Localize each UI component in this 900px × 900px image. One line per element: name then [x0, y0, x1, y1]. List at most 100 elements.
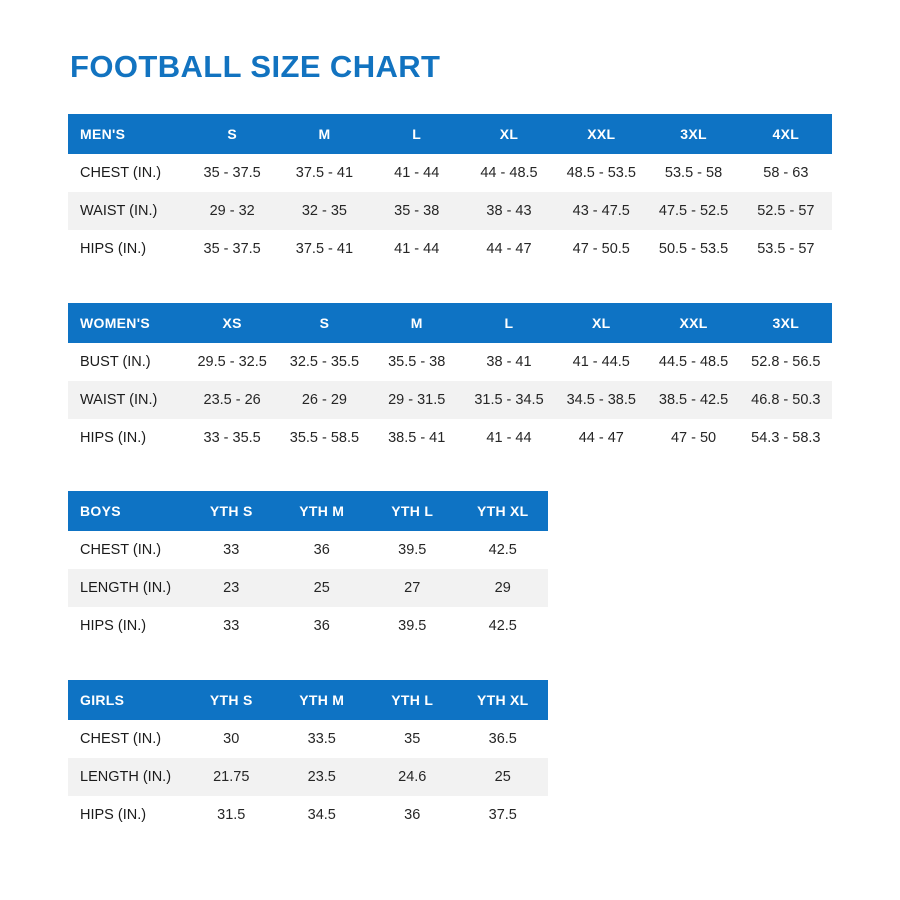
women-size-header-s: S	[319, 315, 330, 331]
women-measurement-value: 31.5 - 34.5	[474, 392, 544, 408]
mens-size-table: MEN'S S M L XL XXL 3XL 4XL CHEST (IN.) 35 - 37.5 3…	[68, 114, 832, 268]
girls-size-header-yth-l: YTH L	[391, 692, 434, 708]
women-size-header-xl: XL	[592, 315, 611, 331]
men-measurement-value: 38 - 43	[486, 203, 532, 219]
men-size-header-4xl: 4XL	[772, 126, 800, 142]
men-measurement-value: 41 - 44	[394, 165, 440, 181]
boys-measurement-value: 29	[494, 580, 511, 596]
men-measurement-value: 37.5 - 41	[295, 241, 354, 257]
boys-measurement-value: 33	[223, 618, 240, 634]
table-row: HIPS (IN.) 33 - 35.5 35.5 - 58.5 38.5 - 41 4…	[68, 419, 832, 457]
men-measurement-value: 50.5 - 53.5	[658, 241, 729, 257]
men-measurement-value: 32 - 35	[301, 203, 347, 219]
boys-size-header-yth-xl: YTH XL	[476, 503, 529, 519]
men-measurement-label: HIPS (IN.)	[80, 241, 147, 257]
girls-measurement-value: 37.5	[488, 807, 517, 823]
men-measurement-value: 29 - 32	[209, 203, 255, 219]
men-measurement-value: 37.5 - 41	[295, 165, 354, 181]
men-size-header-xxl: XXL	[587, 126, 616, 142]
table-row: WAIST (IN.) 23.5 - 26 26 - 29 29 - 31.5 31.5…	[68, 381, 832, 419]
men-measurement-value: 47.5 - 52.5	[658, 203, 729, 219]
boys-measurement-value: 42.5	[488, 618, 517, 634]
girls-measurement-value: 23.5	[307, 769, 336, 785]
men-size-header-l: L	[412, 126, 422, 142]
girls-header-row: GIRLS YTH S YTH M YTH L YTH XL	[68, 680, 548, 720]
boys-measurement-value: 42.5	[488, 542, 517, 558]
girls-category-label: GIRLS	[80, 692, 125, 708]
men-measurement-value: 35 - 37.5	[203, 241, 261, 257]
women-category-label: WOMEN'S	[80, 315, 150, 331]
men-measurement-value: 53.5 - 57	[757, 241, 815, 257]
women-measurement-value: 41 - 44	[486, 430, 532, 446]
girls-measurement-value: 31.5	[217, 807, 246, 823]
women-measurement-label: WAIST (IN.)	[80, 392, 158, 408]
men-size-header-m: M	[318, 126, 331, 142]
girls-measurement-label: LENGTH (IN.)	[80, 769, 172, 785]
men-measurement-value: 44 - 48.5	[480, 165, 538, 181]
girls-size-header-yth-s: YTH S	[209, 692, 253, 708]
table-row: HIPS (IN.) 33 36 39.5 42.5	[68, 607, 548, 645]
women-measurement-value: 34.5 - 38.5	[566, 392, 636, 408]
boys-measurement-value: 39.5	[398, 618, 427, 634]
men-measurement-value: 48.5 - 53.5	[566, 165, 636, 181]
women-measurement-value: 35.5 - 38	[388, 354, 446, 370]
women-size-header-l: L	[504, 315, 514, 331]
table-row: WAIST (IN.) 29 - 32 32 - 35 35 - 38 38 - 43 4…	[68, 192, 832, 230]
women-measurement-value: 35.5 - 58.5	[289, 430, 360, 446]
boys-measurement-label: HIPS (IN.)	[80, 618, 147, 634]
men-category-label: MEN'S	[80, 126, 126, 142]
girls-measurement-label: HIPS (IN.)	[80, 807, 147, 823]
boys-measurement-value: 25	[313, 580, 330, 596]
women-measurement-value: 33 - 35.5	[203, 430, 261, 446]
boys-header-row: BOYS YTH S YTH M YTH L YTH XL	[68, 491, 548, 531]
table-row: LENGTH (IN.) 23 25 27 29	[68, 569, 548, 607]
girls-measurement-value: 25	[494, 769, 511, 785]
women-measurement-value: 41 - 44.5	[572, 354, 630, 370]
girls-measurement-value: 24.6	[398, 769, 427, 785]
girls-measurement-label: CHEST (IN.)	[80, 731, 162, 747]
table-row: CHEST (IN.) 30 33.5 35 36.5	[68, 720, 548, 758]
women-size-header-xxl: XXL	[679, 315, 708, 331]
women-measurement-value: 32.5 - 35.5	[289, 354, 360, 370]
girls-measurement-value: 21.75	[213, 769, 250, 785]
girls-measurement-value: 36	[404, 807, 421, 823]
women-measurement-value: 38.5 - 41	[388, 430, 446, 446]
women-measurement-value: 26 - 29	[301, 392, 347, 408]
men-size-header-xl: XL	[499, 126, 519, 142]
men-size-header-3xl: 3XL	[680, 126, 707, 142]
men-measurement-value: 53.5 - 58	[664, 165, 723, 181]
girls-measurement-value: 35	[404, 731, 421, 747]
table-row: BUST (IN.) 29.5 - 32.5 32.5 - 35.5 35.5 - 3…	[68, 343, 832, 381]
girls-measurement-value: 33.5	[307, 731, 336, 747]
women-measurement-value: 52.8 - 56.5	[751, 354, 821, 370]
men-measurement-value: 47 - 50.5	[572, 241, 630, 257]
men-measurement-label: CHEST (IN.)	[80, 165, 162, 181]
women-measurement-value: 38 - 41	[486, 354, 532, 370]
table-row: CHEST (IN.) 33 36 39.5 42.5	[68, 531, 548, 569]
page-title: FOOTBALL SIZE CHART	[70, 49, 441, 84]
boys-measurement-value: 36	[313, 618, 330, 634]
boys-size-header-yth-l: YTH L	[391, 503, 434, 519]
men-measurement-value: 35 - 38	[394, 203, 440, 219]
girls-measurement-value: 34.5	[307, 807, 336, 823]
women-measurement-value: 29 - 31.5	[388, 392, 446, 408]
table-row: HIPS (IN.) 31.5 34.5 36 37.5	[68, 796, 548, 834]
girls-measurement-value: 30	[223, 731, 240, 747]
men-measurement-label: WAIST (IN.)	[80, 203, 158, 219]
boys-measurement-value: 23	[223, 580, 240, 596]
women-measurement-value: 44.5 - 48.5	[658, 354, 729, 370]
girls-size-header-yth-m: YTH M	[299, 692, 345, 708]
men-measurement-value: 41 - 44	[394, 241, 440, 257]
girls-size-header-yth-xl: YTH XL	[476, 692, 529, 708]
boys-measurement-label: CHEST (IN.)	[80, 542, 162, 558]
women-size-header-m: M	[410, 315, 423, 331]
boys-size-header-yth-m: YTH M	[299, 503, 345, 519]
men-measurement-value: 52.5 - 57	[757, 203, 815, 219]
table-row: HIPS (IN.) 35 - 37.5 37.5 - 41 41 - 44 44 - …	[68, 230, 832, 268]
men-measurement-value: 44 - 47	[486, 241, 532, 257]
men-measurement-value: 35 - 37.5	[203, 165, 261, 181]
women-measurement-label: HIPS (IN.)	[80, 430, 147, 446]
boys-measurement-value: 33	[223, 542, 240, 558]
boys-size-header-yth-s: YTH S	[209, 503, 253, 519]
